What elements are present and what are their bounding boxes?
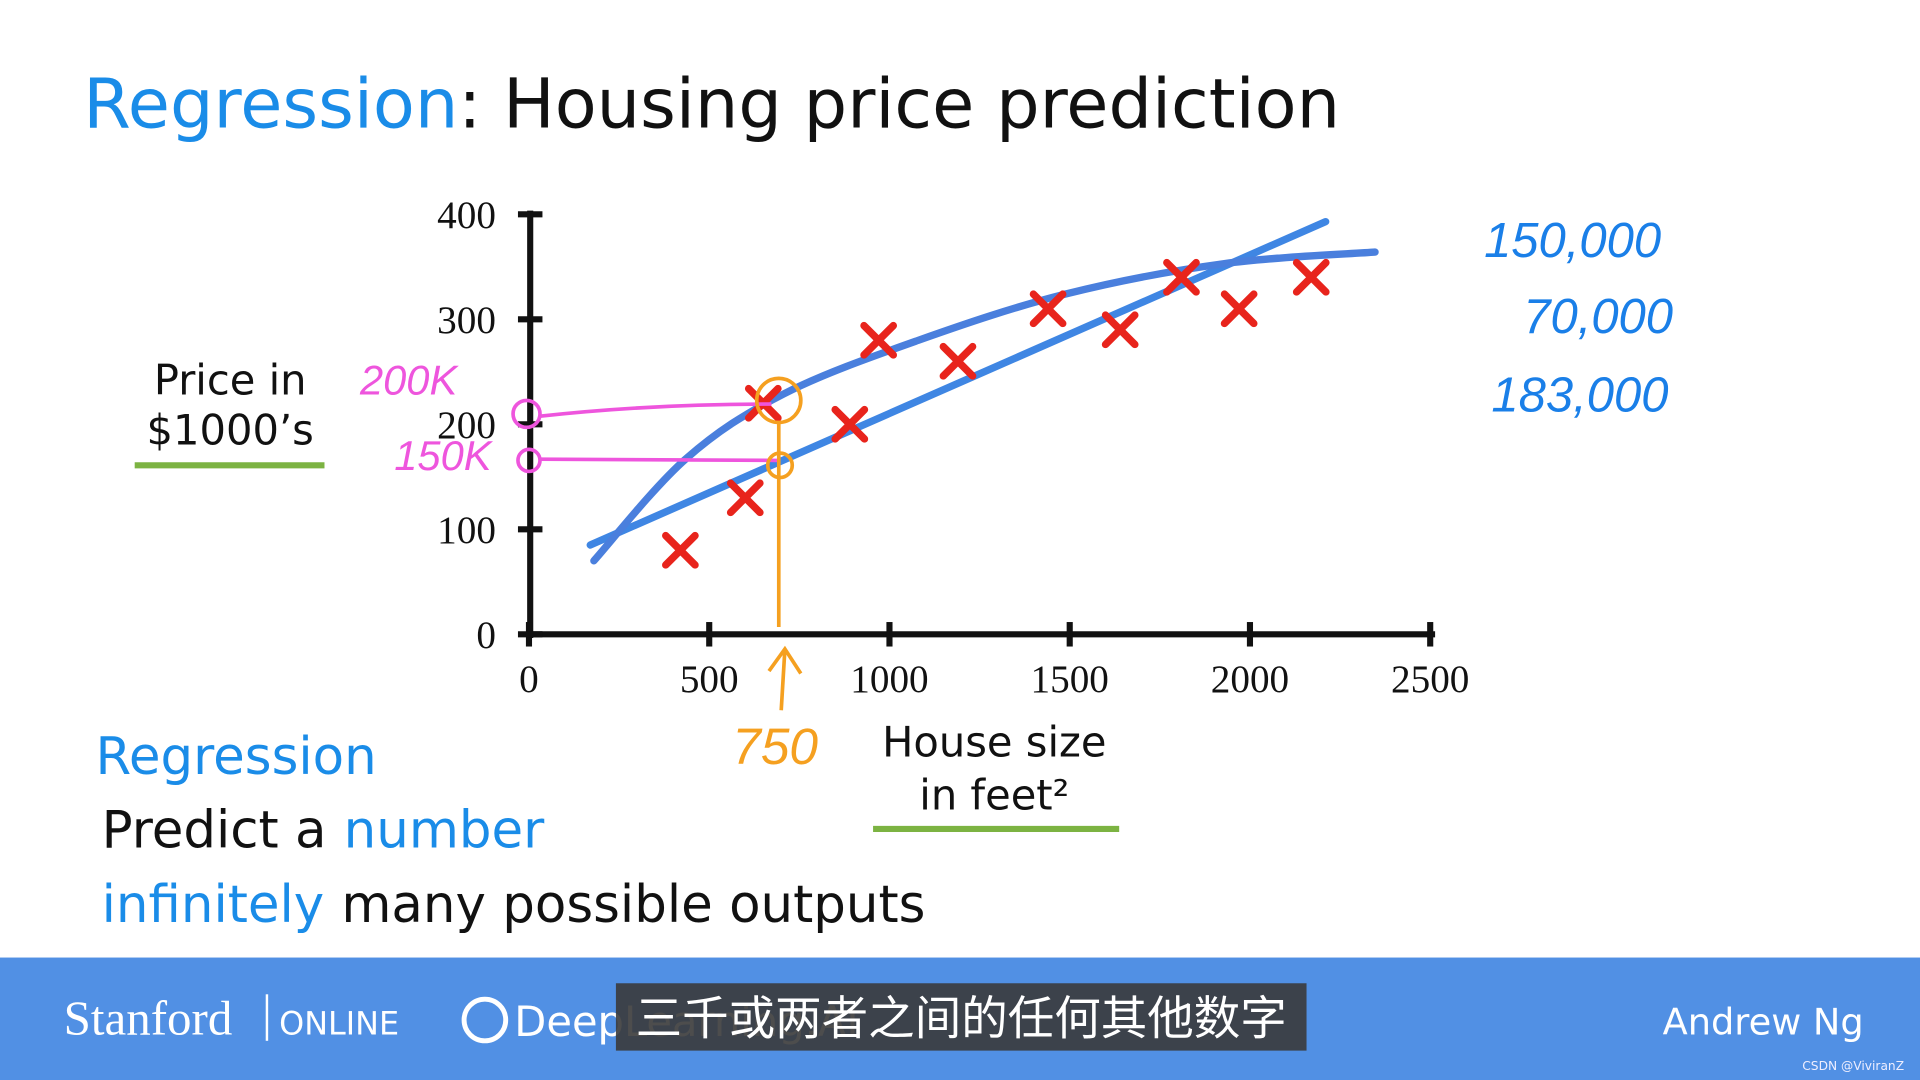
y-annotation: 200K [359, 356, 459, 403]
data-point [1101, 311, 1139, 349]
orange-marks [754, 376, 803, 711]
title: Regression: Housing price prediction [83, 64, 1340, 144]
cross [1101, 311, 1139, 349]
y-tick-label: 400 [437, 194, 496, 237]
price-note: 70,000 [1523, 290, 1673, 344]
data-point [662, 531, 699, 569]
fit-line [586, 217, 1330, 549]
brand: Stanford [64, 991, 233, 1046]
data-point [1220, 290, 1258, 328]
x-tick-label: 1000 [850, 658, 928, 701]
speaker: Andrew Ng [1663, 1001, 1864, 1044]
x-annotation: 750 [732, 717, 818, 775]
x-tick-label: 2500 [1391, 658, 1469, 701]
data-point [831, 405, 869, 443]
watermark: CSDN @ViviranZ [1802, 1059, 1904, 1073]
body-text: Predict a [102, 800, 327, 860]
cross [831, 405, 869, 443]
y-tick-label: 200 [437, 404, 496, 447]
price-note: 183,000 [1491, 368, 1668, 422]
title-rest: : Housing price prediction [458, 64, 1340, 144]
data-point [939, 342, 977, 380]
y-tick-label: 100 [437, 509, 496, 552]
x-tick-label: 500 [680, 658, 739, 701]
section-heading: Regression [96, 727, 377, 787]
price-note: 150,000 [1484, 214, 1661, 268]
body-highlight: infinitely [102, 875, 325, 935]
y-axis-label: $1000’s [147, 405, 314, 454]
x-tick-label: 1500 [1031, 658, 1109, 701]
cross [1029, 290, 1067, 328]
data-point [1029, 290, 1067, 328]
data-point [726, 479, 764, 517]
data-point [1292, 258, 1330, 296]
body-line: Predict a number [102, 800, 546, 860]
data-point [860, 321, 898, 359]
cross [726, 479, 764, 517]
cross [860, 321, 898, 359]
plot: 0 500 1000 1500 2000 2500 0 100 200 300 400 [437, 194, 1469, 701]
y-axis-label: Price in [154, 355, 307, 404]
y-tick-label: 0 [476, 614, 496, 657]
brand-sub: ONLINE [279, 1005, 399, 1043]
cross [662, 531, 699, 569]
cross [1292, 258, 1330, 296]
cross [1220, 290, 1258, 328]
title-highlight: Regression [83, 64, 458, 144]
body-line: infinitely many possible outputs [102, 875, 926, 935]
x-tick-label: 0 [519, 658, 539, 701]
logo [461, 996, 509, 1044]
pink-marks [511, 398, 779, 474]
subtitle-box [615, 983, 1307, 1051]
body-highlight: number [344, 800, 545, 860]
body-text: many possible outputs [341, 875, 925, 935]
cross [1163, 258, 1200, 296]
subtitle: 三千或两者之间的任何其他数字 [636, 992, 1287, 1046]
y-tick-label: 300 [437, 299, 496, 342]
cross [939, 342, 977, 380]
y-annotation: 150K [394, 432, 493, 479]
x-axis-label: House size [882, 718, 1106, 767]
x-tick-label: 2000 [1211, 658, 1289, 701]
data-point [1163, 258, 1200, 296]
x-axis-label: in feet² [919, 770, 1069, 819]
